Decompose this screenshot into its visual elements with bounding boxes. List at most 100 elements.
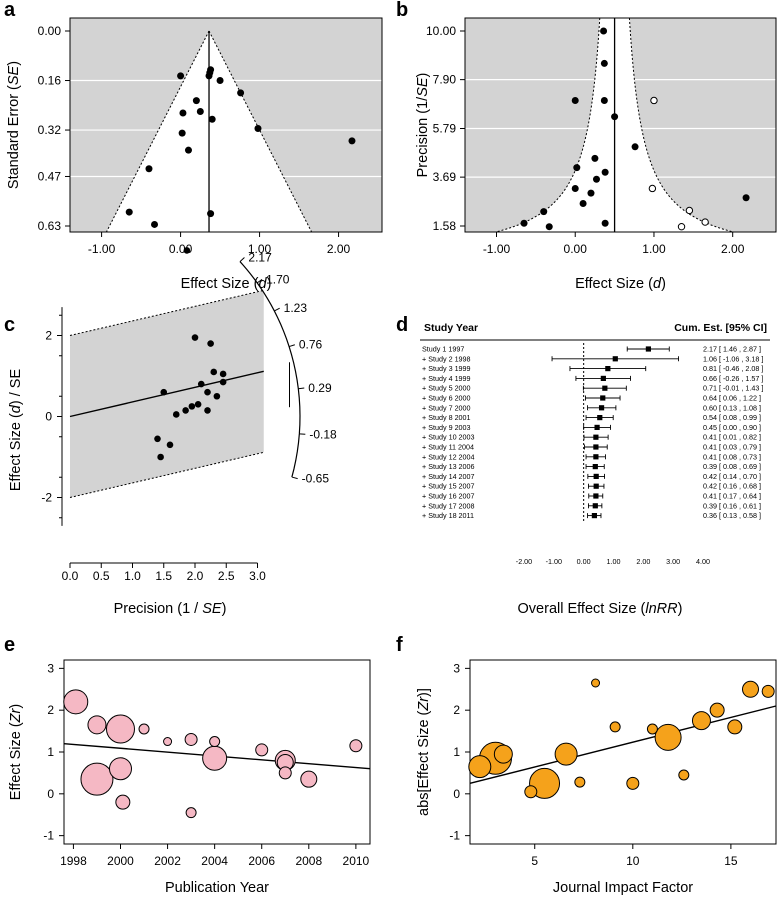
panel-a-point	[205, 72, 213, 80]
panel-d-x-tick-label: -1.00	[546, 557, 562, 566]
panel-d-ci-text: 0.42 [ 0.14 , 0.70 ]	[703, 472, 761, 481]
panel-c-arc-tick	[274, 307, 280, 312]
panel-d-ci-text: 0.66 [ -0.26 , 1.57 ]	[703, 374, 763, 383]
panel-e-y-tick-label: -1	[43, 829, 54, 843]
panel-d-ci-text: 0.45 [ 0.00 , 0.90 ]	[703, 423, 761, 432]
panel-c-arc-tick-label: 2.17	[248, 251, 272, 265]
panel-c-point	[160, 388, 168, 396]
panel-d-estimate	[593, 454, 599, 460]
panel-f-y-tick-label: -1	[449, 829, 460, 843]
panel-b-observed-point	[601, 219, 609, 227]
panel-d-estimate	[592, 464, 598, 470]
panel-f-bubble	[554, 742, 578, 766]
panel-c-point	[204, 388, 211, 396]
panel-f-bubble	[691, 711, 711, 731]
panel-b-observed-point	[587, 189, 595, 197]
panel-c-point	[188, 403, 196, 410]
panel-e-x-label: Publication Year	[165, 880, 269, 896]
panel-b-funnel-right-bound	[628, 17, 734, 233]
panel-d-x-tick-label: 4.00	[696, 557, 710, 566]
panel-d-estimate	[605, 366, 611, 372]
panel-d-row-label: + Study 2 1998	[422, 354, 471, 363]
panel-d-x-tick-label: 3.00	[666, 557, 680, 566]
panel-e-bubble	[63, 689, 89, 715]
panel-d-row-label: + Study 8 2001	[422, 413, 471, 422]
panel-c-point	[166, 441, 174, 449]
panel-e-bubble	[278, 766, 292, 780]
panel-c-arc-tick-label: 0.76	[299, 338, 323, 352]
panel-b-observed-point	[600, 96, 608, 104]
panel-e-x-tick-label: 2006	[248, 854, 275, 868]
panel-c-point	[210, 368, 218, 376]
panel-d-estimate	[593, 483, 599, 489]
panel-f-y-label: abs[Effect Size (Zr)]	[416, 688, 432, 816]
panel-c-point	[213, 392, 221, 400]
panel-c-band-upper	[69, 289, 264, 336]
panel-d-ci-text: 0.60 [ 0.13 , 1.08 ]	[703, 403, 761, 412]
panel-c-arc-tick	[298, 387, 305, 390]
panel-d-row-label: + Study 13 2006	[422, 462, 475, 471]
panel-d-header-left: Study Year	[424, 322, 478, 334]
panel-d-estimate	[593, 444, 599, 450]
panel-b-observed-point	[579, 200, 587, 208]
panel-b-funnel-left-bound	[495, 17, 601, 233]
panel-d-row-label: + Study 14 2007	[422, 472, 475, 481]
panel-f-bubble	[761, 684, 775, 698]
panel-d-x-tick-label: 2.00	[636, 557, 650, 566]
panel-c-arc-tick	[288, 344, 295, 348]
panel-f-frame	[469, 659, 777, 845]
panel-a-x-label: Effect Size (d)	[181, 276, 272, 292]
panel-e-bubble	[108, 757, 132, 781]
panel-f-x-label: Journal Impact Factor	[553, 880, 693, 896]
panel-b-observed-point	[631, 143, 639, 151]
panel-d-x-tick-label: -2.00	[516, 557, 532, 566]
panel-f-y-tick-label: 3	[453, 661, 460, 675]
panel-b-observed-point	[601, 168, 609, 176]
panel-b-observed-point	[545, 223, 553, 231]
panel-c-y-tick-label: -2	[41, 491, 52, 505]
panel-f-bubble	[468, 755, 492, 779]
panel-f-bubble	[574, 776, 586, 788]
panel-a-point	[237, 89, 245, 97]
panel-f-y-tick-label: 0	[453, 787, 460, 801]
panel-d-ci-text: 0.36 [ 0.13 , 0.58 ]	[703, 511, 761, 520]
panel-d-row-label: + Study 16 2007	[422, 492, 475, 501]
panel-d-estimate	[612, 356, 618, 362]
panel-f-bubble	[654, 723, 682, 751]
panel-f-y-tick-label: 2	[453, 703, 460, 717]
panel-c-x-label: Precision (1 / SE)	[114, 601, 227, 617]
panel-d-ci-text: 2.17 [ 1.46 , 2.87 ]	[703, 345, 761, 354]
panel-d-row-label: Study 1 1997	[422, 345, 464, 354]
panel-b-y-tick-label: 3.69	[433, 170, 457, 184]
panel-f-x-tick-label: 10	[626, 854, 640, 868]
panel-e-bubble	[80, 762, 114, 796]
panel-b-y-tick-label: 10.00	[426, 24, 456, 38]
panel-a-point	[177, 72, 185, 80]
panel-b-letter: b	[396, 0, 408, 21]
panel-d-x-label: Overall Effect Size (lnRR)	[518, 601, 683, 617]
panel-c-point	[219, 370, 227, 378]
panel-c-x-tick-label: 0.5	[93, 569, 110, 583]
panel-e-y-label: Effect Size (Zr)	[8, 704, 24, 800]
panel-a-point	[184, 146, 192, 154]
panel-a-x-tick-label: -1.00	[88, 242, 116, 256]
panel-d-ci-text: 0.54 [ 0.08 , 0.99 ]	[703, 413, 761, 422]
panel-b-observed-point	[742, 194, 750, 202]
panel-c-point	[207, 340, 214, 347]
panel-a-point	[207, 210, 215, 218]
panel-c-band-lower	[69, 451, 264, 498]
panel-a-letter: a	[4, 0, 16, 21]
panel-a-point	[179, 109, 187, 117]
panel-a-point	[196, 107, 204, 115]
panel-b-imputed-point	[650, 96, 658, 105]
panel-d-ci-text: 0.42 [ 0.16 , 0.68 ]	[703, 482, 761, 491]
panel-e-x-tick-label: 2002	[154, 854, 181, 868]
panel-b-imputed-point	[685, 206, 694, 215]
panel-d-row-label: + Study 9 2003	[422, 423, 471, 432]
panel-c-arc-tick-label: -0.18	[309, 427, 337, 441]
panel-d-estimate	[593, 434, 599, 440]
panel-e-bubble	[105, 714, 135, 744]
panel-d-row-label: + Study 15 2007	[422, 482, 475, 491]
panel-c-arc-tick-label: -0.65	[302, 472, 330, 486]
panel-c-arc-tick	[239, 257, 245, 262]
